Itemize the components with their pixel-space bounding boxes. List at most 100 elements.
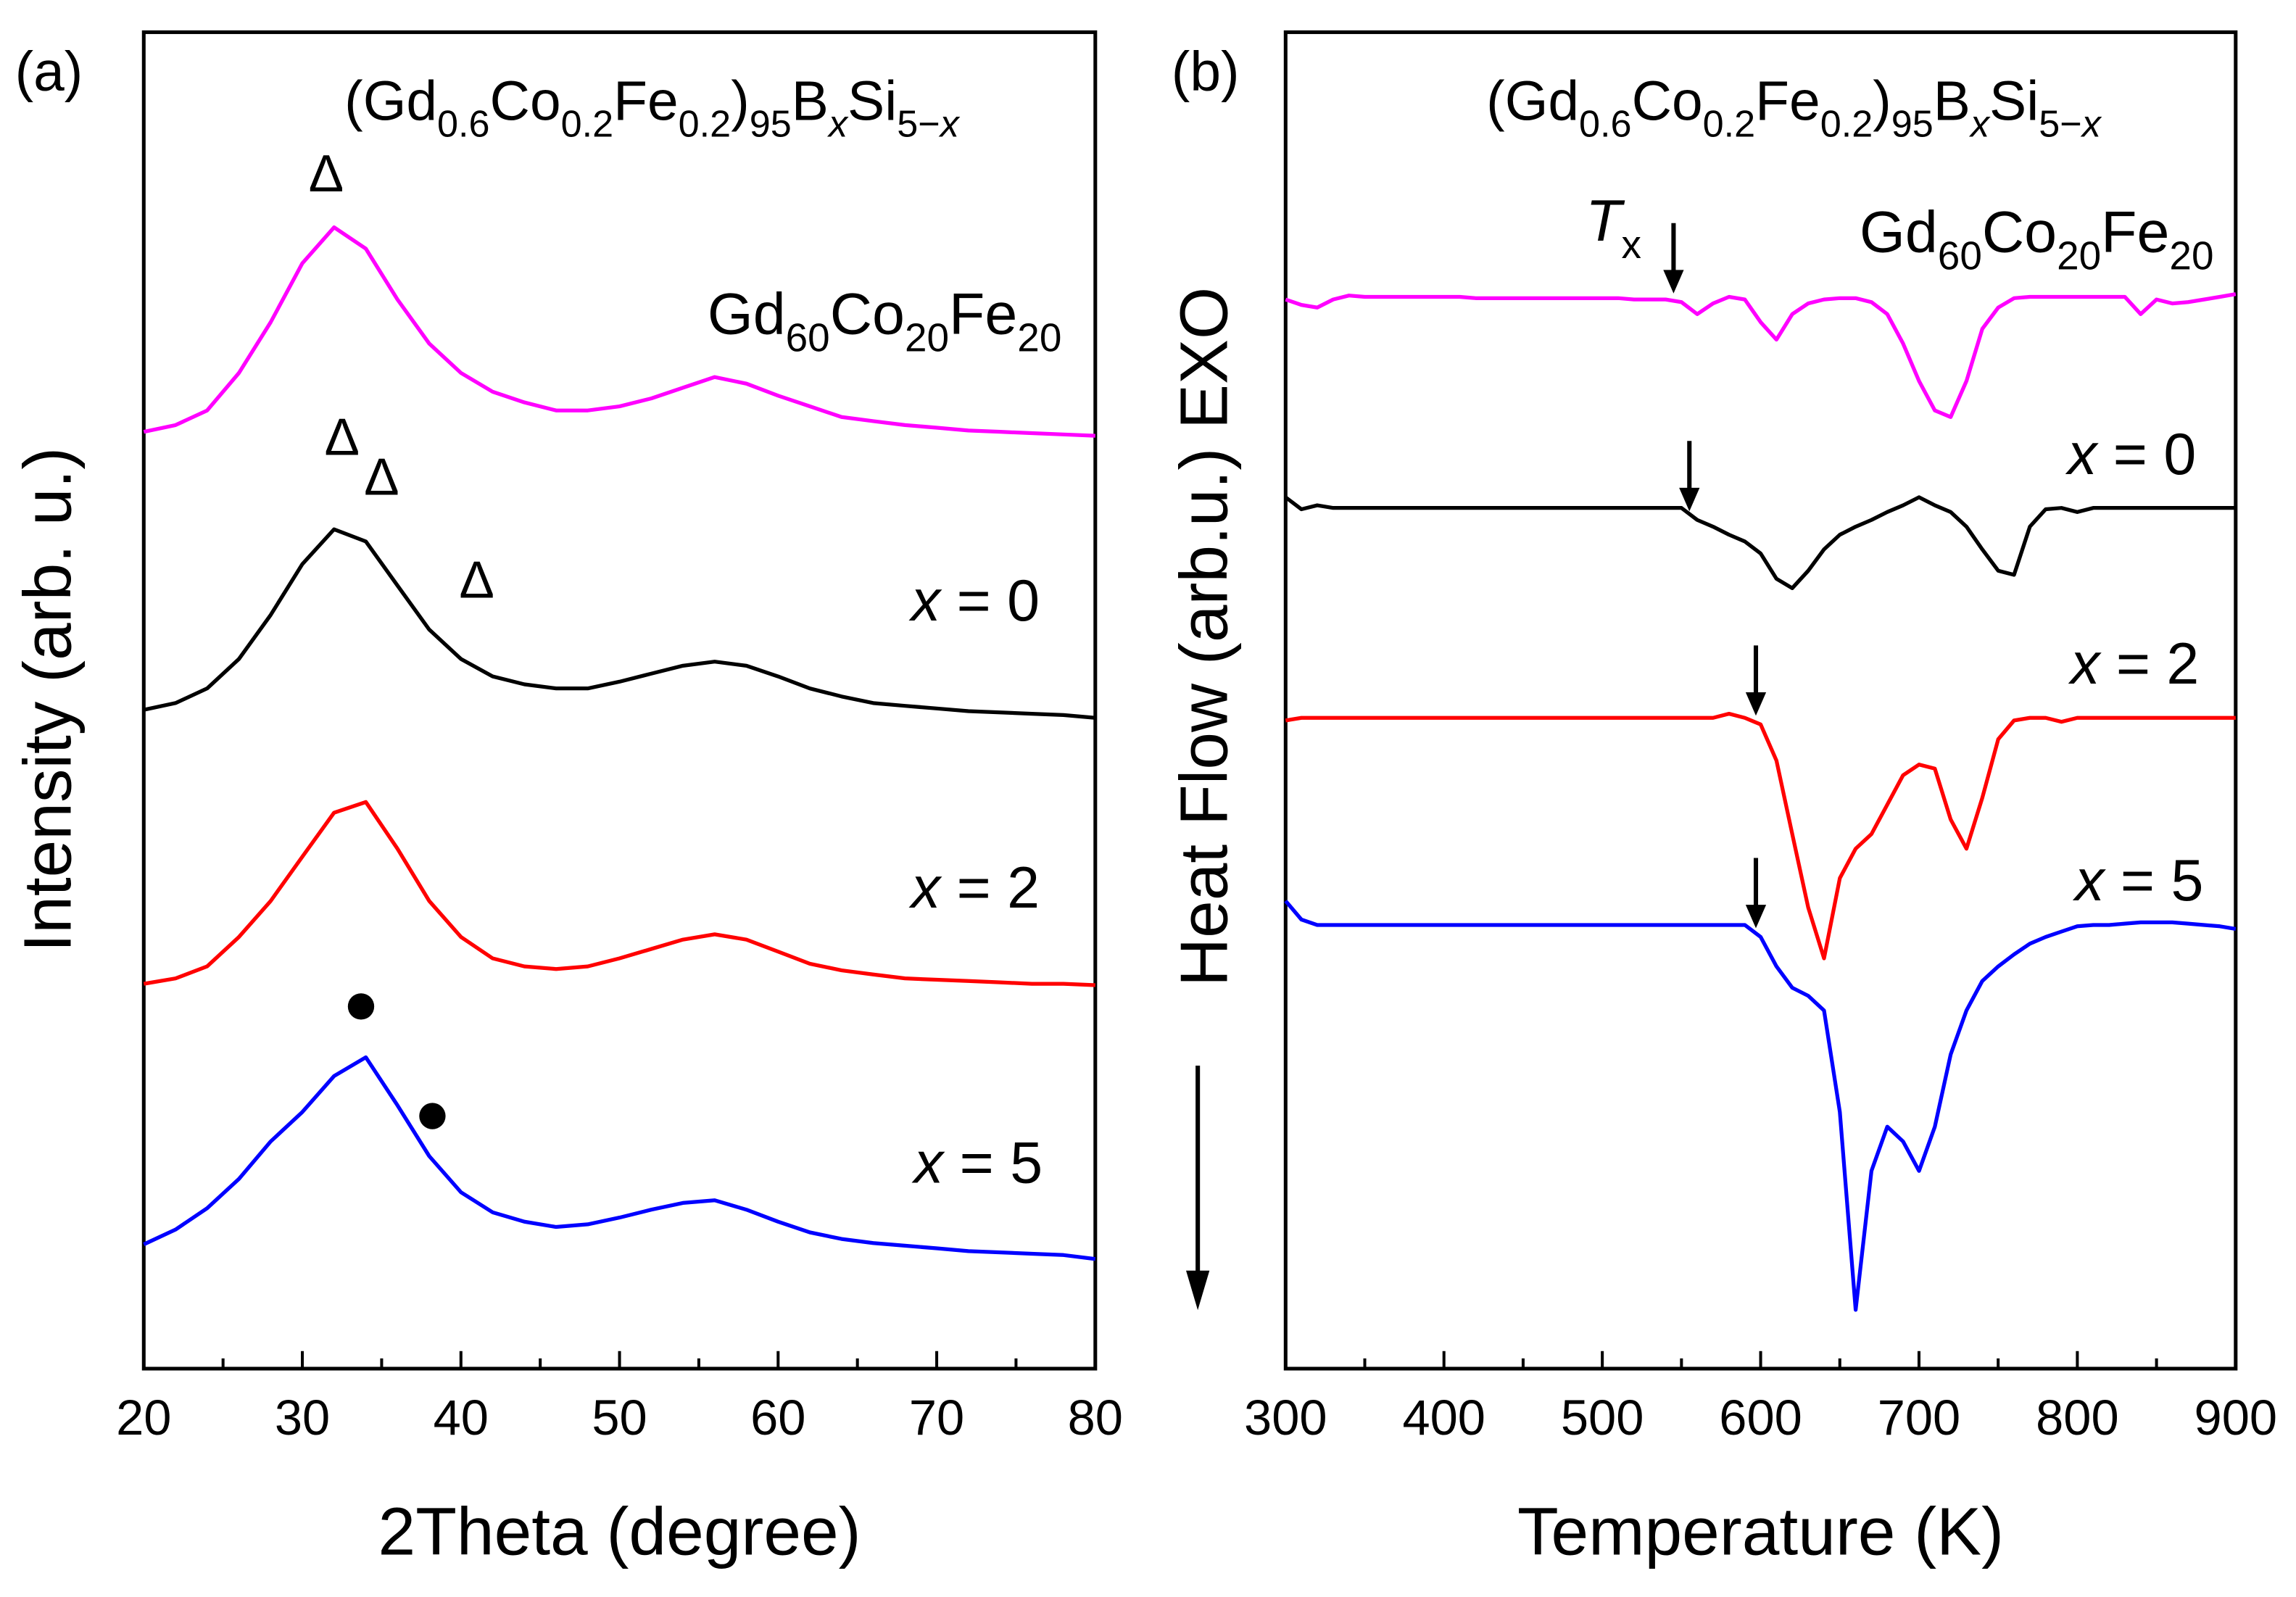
chart-title-part: x xyxy=(938,104,961,146)
chart-title-part: 0.2 xyxy=(561,104,614,146)
chart-title: (Gd0.6Co0.2Fe0.2)95BxSi5−x xyxy=(1486,71,2102,146)
x-tick-label: 30 xyxy=(275,1390,330,1445)
chart-title-part: x xyxy=(1968,104,1991,146)
series-label-part: Co xyxy=(1982,199,2057,265)
series-label: x = 5 xyxy=(2072,848,2203,913)
series-label-part: 60 xyxy=(1938,233,1982,278)
series-label-part: = 0 xyxy=(940,568,1040,634)
chart-title-part: x xyxy=(826,104,849,146)
x-tick-label: 500 xyxy=(1561,1390,1644,1445)
chart-title-part: (Gd xyxy=(344,71,437,133)
series-label-part: x xyxy=(908,568,942,634)
exo-arrow-head xyxy=(1186,1270,1210,1311)
x-tick-label: 40 xyxy=(434,1390,489,1445)
data-line xyxy=(1285,711,2236,961)
chart-title-part: Si xyxy=(847,71,897,133)
chart-title-part: B xyxy=(792,71,829,133)
x-tick-label: 900 xyxy=(2195,1390,2278,1445)
peak-marker: Δ xyxy=(324,407,360,466)
x-tick-label: 70 xyxy=(909,1390,964,1445)
series-label: x = 2 xyxy=(908,855,1040,921)
series-label-part: = 2 xyxy=(2100,631,2199,697)
series-label: x = 5 xyxy=(911,1131,1043,1196)
series-label-part: x xyxy=(2065,422,2099,487)
x-tick-label: 400 xyxy=(1402,1390,1485,1445)
x-tick-label: 20 xyxy=(116,1390,171,1445)
chart-title-part: 5− xyxy=(897,104,940,146)
peak-marker: Δ xyxy=(459,551,494,610)
x-tick-label: 700 xyxy=(1878,1390,1961,1445)
peak-marker: Δ xyxy=(364,448,399,507)
data-line xyxy=(143,527,1096,720)
series-label-part: 20 xyxy=(2169,233,2213,278)
y-axis-label: Heat Flow (arb.u.) EXO xyxy=(1166,287,1242,987)
chart-title-part: ) xyxy=(1873,71,1891,133)
series-label-part: x xyxy=(2072,848,2106,913)
chart-title-part: Si xyxy=(1989,71,2039,133)
chart-title-part: 0.2 xyxy=(1820,104,1873,146)
chart-title-part: 0.2 xyxy=(1703,104,1756,146)
peak-marker: Δ xyxy=(309,144,344,203)
chart-title-part: Co xyxy=(490,71,561,133)
series-label-part: 20 xyxy=(905,315,949,360)
tx-label: Tx xyxy=(1586,188,1641,267)
chart-title-part: 0.2 xyxy=(679,104,732,146)
peak-dot xyxy=(419,1103,446,1129)
tx-arrow-head xyxy=(1745,692,1767,716)
tx-arrow-head xyxy=(1745,905,1767,929)
series-label-part: Fe xyxy=(2101,199,2169,265)
chart-title-part: 0.6 xyxy=(437,104,490,146)
series-label: x = 0 xyxy=(908,568,1040,634)
chart-title-part: B xyxy=(1934,71,1970,133)
series-label-part: 20 xyxy=(2057,233,2101,278)
x-tick-label: 80 xyxy=(1068,1390,1123,1445)
series-label-part: = 5 xyxy=(2104,848,2203,913)
series-label-part: x xyxy=(911,1131,945,1196)
series-label-part: 20 xyxy=(1017,315,1061,360)
y-axis-label: Intensity (arb. u.) xyxy=(9,447,85,953)
series-label: x = 2 xyxy=(2068,631,2199,697)
chart-title-part: 95 xyxy=(1891,104,1934,146)
x-tick-label: 60 xyxy=(750,1390,805,1445)
series-label-part: = 2 xyxy=(940,855,1040,921)
series-label: x = 0 xyxy=(2065,422,2196,487)
chart-title: (Gd0.6Co0.2Fe0.2)95BxSi5−x xyxy=(344,71,961,146)
series-label-part: Gd xyxy=(708,281,786,347)
series-label-part: x xyxy=(2068,631,2102,697)
data-line xyxy=(1284,900,2237,1312)
chart-title-part: Co xyxy=(1632,71,1703,133)
data-line xyxy=(1284,495,2236,590)
x-tick-label: 800 xyxy=(2036,1390,2119,1445)
chart-title-part: x xyxy=(2080,104,2102,146)
series-label: Gd60Co20Fe20 xyxy=(1860,199,2213,278)
data-line xyxy=(143,800,1095,987)
chart-title-part: 95 xyxy=(750,104,792,146)
series-label-part: 60 xyxy=(786,315,830,360)
panel-label: (a) xyxy=(15,41,83,103)
tx-label-part: T xyxy=(1586,188,1625,254)
chart-title-part: Fe xyxy=(1755,71,1820,133)
series-label-part: = 5 xyxy=(943,1131,1043,1196)
series-label-part: Fe xyxy=(949,281,1017,347)
x-tick-label: 300 xyxy=(1244,1390,1327,1445)
series-label-part: x xyxy=(908,855,942,921)
chart-title-part: ) xyxy=(731,71,750,133)
chart-title-part: Fe xyxy=(613,71,679,133)
chart-title-part: (Gd xyxy=(1486,71,1579,133)
series-label-part: Co xyxy=(830,281,905,347)
x-tick-label: 50 xyxy=(592,1390,647,1445)
series-label-part: = 0 xyxy=(2097,422,2196,487)
panel-label: (b) xyxy=(1172,41,1240,103)
x-axis-label: Temperature (K) xyxy=(1517,1493,2004,1569)
tx-arrow-head xyxy=(1679,487,1700,512)
chart-title-part: 5− xyxy=(2039,104,2081,146)
series-label-part: Gd xyxy=(1860,199,1938,265)
x-axis-label: 2Theta (degree) xyxy=(378,1493,861,1569)
tx-label-part: x xyxy=(1622,222,1641,267)
series-label: Gd60Co20Fe20 xyxy=(708,281,1061,360)
peak-dot xyxy=(347,993,375,1020)
tx-arrow-head xyxy=(1663,270,1684,294)
data-line xyxy=(143,1055,1096,1261)
